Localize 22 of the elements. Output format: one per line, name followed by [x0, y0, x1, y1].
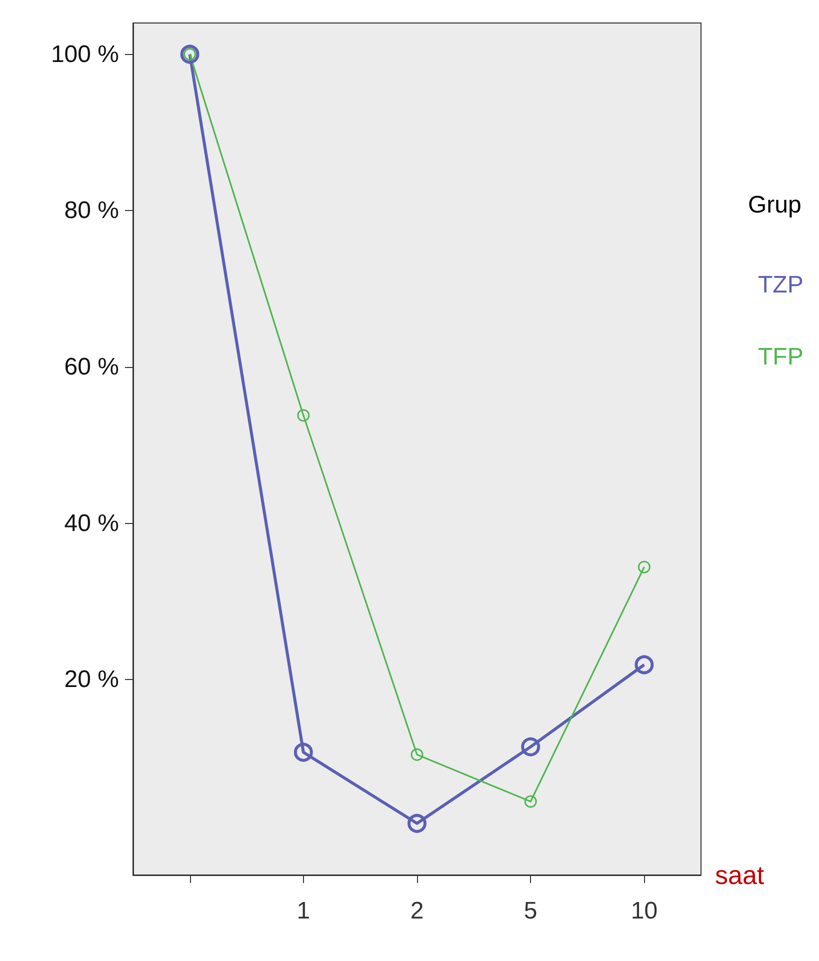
point [638, 560, 650, 574]
x-tick-label: 1 [296, 898, 310, 924]
text: TFP [758, 344, 804, 370]
point [180, 44, 200, 64]
x-axis-title: saat [715, 860, 765, 890]
point [297, 409, 310, 422]
point [408, 814, 426, 833]
point [634, 655, 654, 674]
x-tick-label: 2 [410, 898, 424, 924]
legend-title: Grup [748, 192, 802, 218]
y-tick-label: 100 % [50, 40, 119, 68]
y-tick-label: 20 % [64, 666, 119, 694]
y-tick-label: 80 % [64, 197, 119, 224]
point [294, 742, 313, 762]
point [524, 795, 537, 808]
x-tick-label: 5 [524, 898, 538, 924]
text: TZP [758, 272, 804, 298]
point [410, 748, 424, 761]
y-tick-label: 40 % [64, 510, 119, 537]
x-tick-label: 10 [630, 898, 658, 924]
point [521, 737, 540, 756]
y-tick-label: 60 % [64, 353, 119, 380]
